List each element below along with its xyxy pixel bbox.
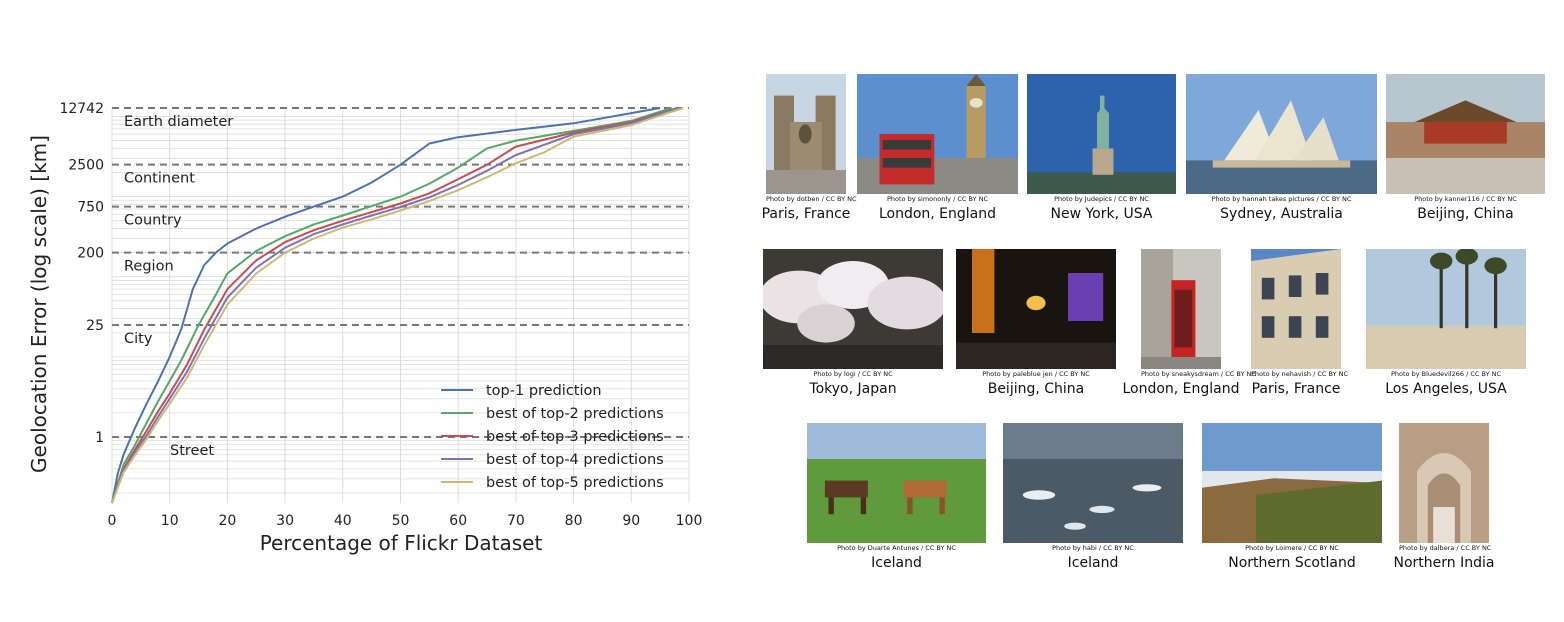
photo-credit: Photo by Judepics / CC BY NC bbox=[1054, 195, 1149, 203]
series-line bbox=[111, 107, 684, 504]
threshold-label: Street bbox=[170, 443, 214, 459]
photo-credit: Photo by dotben / CC BY NC bbox=[766, 195, 857, 203]
opera-house-photo bbox=[1186, 74, 1377, 194]
photo-credit: Photo by sneakysdream / CC BY NC bbox=[1141, 370, 1256, 378]
photo-card: Photo by Bluedevil266 / CC BY NC Los Ange… bbox=[1366, 249, 1526, 399]
night-street-photo bbox=[956, 249, 1116, 369]
geolocation-error-chart: Earth diameter Continent Country Region City… bbox=[27, 101, 703, 555]
glacier-lagoon-photo bbox=[1003, 423, 1183, 543]
legend: top-1 prediction best of top-2 prediction… bbox=[441, 383, 664, 491]
photo-card: Photo by habi / CC BY NC Iceland bbox=[1003, 423, 1183, 573]
x-tick-label: 0 bbox=[108, 513, 117, 529]
photo-gallery: Photo by dotben / CC BY NC Paris, France P… bbox=[750, 0, 1564, 622]
y-tick-labels: 1 25 200 750 2500 12742 bbox=[59, 101, 104, 446]
series-line bbox=[111, 107, 661, 504]
threshold-label: Region bbox=[124, 259, 174, 275]
moorland-photo bbox=[1202, 423, 1382, 543]
photo-credit: Photo by Loimere / CC BY NC bbox=[1245, 544, 1339, 552]
photo-caption: Northern Scotland bbox=[1228, 555, 1356, 571]
photo-caption: Iceland bbox=[871, 555, 922, 571]
photo-caption: Beijing, China bbox=[987, 381, 1085, 397]
photo-credit: Photo by habi / CC BY NC bbox=[1052, 544, 1134, 552]
photo-credit: Photo by nehavish / CC BY NC bbox=[1251, 370, 1349, 378]
legend-label: top-1 prediction bbox=[486, 383, 602, 399]
y-tick-label: 2500 bbox=[68, 158, 104, 174]
forbidden-city-photo bbox=[1386, 74, 1545, 194]
cherry-blossom-photo bbox=[763, 249, 943, 369]
x-tick-label: 10 bbox=[161, 513, 179, 529]
series-line bbox=[111, 107, 678, 504]
photo-credit: Photo by hannah takes pictures / CC BY N… bbox=[1211, 195, 1352, 203]
y-tick-label: 200 bbox=[77, 246, 104, 262]
photo-card: Photo by hannah takes pictures / CC BY N… bbox=[1186, 74, 1377, 224]
y-tick-label: 12742 bbox=[59, 101, 104, 117]
series-lines bbox=[111, 107, 684, 504]
photo-credit: Photo by dalbera / CC BY NC bbox=[1399, 544, 1492, 552]
x-tick-labels: 0 10 20 30 40 50 60 70 80 90 100 bbox=[108, 513, 703, 529]
paris-building-photo bbox=[1251, 249, 1341, 369]
photo-caption: Paris, France bbox=[1251, 381, 1341, 397]
photo-caption: Beijing, China bbox=[1417, 206, 1514, 222]
photo-card: Photo by simononly / CC BY NC London, Eng… bbox=[857, 74, 1018, 224]
legend-label: best of top-4 predictions bbox=[486, 452, 664, 468]
x-tick-label: 70 bbox=[507, 513, 525, 529]
legend-label: best of top-3 predictions bbox=[486, 429, 664, 445]
x-tick-label: 40 bbox=[334, 513, 352, 529]
threshold-label: Continent bbox=[124, 171, 195, 187]
threshold-label: Earth diameter bbox=[124, 114, 233, 130]
photo-credit: Photo by paleblue jen / CC BY NC bbox=[982, 370, 1090, 378]
photo-card: Photo by sneakysdream / CC BY NC London, … bbox=[1122, 249, 1256, 399]
photo-caption: London, England bbox=[1122, 381, 1240, 397]
photo-card: Photo by Judepics / CC BY NC New York, US… bbox=[1027, 74, 1176, 224]
x-tick-label: 20 bbox=[218, 513, 236, 529]
y-tick-label: 25 bbox=[86, 318, 104, 334]
photo-credit: Photo by kanner116 / CC BY NC bbox=[1414, 195, 1517, 203]
series-line bbox=[111, 107, 678, 504]
x-tick-label: 60 bbox=[449, 513, 467, 529]
photo-caption: Iceland bbox=[1067, 555, 1119, 571]
photo-caption: Los Angeles, USA bbox=[1385, 381, 1507, 397]
x-tick-label: 30 bbox=[276, 513, 294, 529]
photo-caption: Northern India bbox=[1393, 555, 1495, 571]
photo-card: Photo by nehavish / CC BY NC Paris, Franc… bbox=[1251, 249, 1349, 399]
cathedral-photo bbox=[766, 74, 846, 194]
x-tick-label: 100 bbox=[676, 513, 703, 529]
statue-of-liberty-photo bbox=[1027, 74, 1176, 194]
y-tick-label: 1 bbox=[95, 430, 104, 446]
photo-card: Photo by Duarte Antunes / CC BY NC Icelan… bbox=[807, 423, 986, 573]
photo-card: Photo by dalbera / CC BY NC Northern Indi… bbox=[1394, 423, 1494, 573]
photo-caption: London, England bbox=[878, 206, 997, 222]
carved-palace-photo bbox=[1399, 423, 1489, 543]
big-ben-bus-photo bbox=[857, 74, 1018, 194]
x-axis-label: Percentage of Flickr Dataset bbox=[260, 531, 543, 555]
x-tick-label: 80 bbox=[565, 513, 583, 529]
threshold-lines: Earth diameter Continent Country Region City… bbox=[112, 107, 689, 459]
photo-card: Photo by dotben / CC BY NC Paris, France bbox=[762, 74, 857, 224]
horses-photo bbox=[807, 423, 986, 543]
x-tick-label: 50 bbox=[392, 513, 410, 529]
palm-beach-photo bbox=[1366, 249, 1526, 369]
photo-card: Photo by logi / CC BY NC Tokyo, Japan bbox=[763, 249, 943, 399]
photo-credit: Photo by Bluedevil266 / CC BY NC bbox=[1390, 370, 1502, 378]
x-tick-label: 90 bbox=[622, 513, 640, 529]
photo-credit: Photo by Duarte Antunes / CC BY NC bbox=[837, 544, 956, 552]
photo-card: Photo by Loimere / CC BY NC Northern Scot… bbox=[1202, 423, 1382, 573]
y-axis-label: Geolocation Error (log scale) [km] bbox=[27, 135, 51, 473]
legend-label: best of top-5 predictions bbox=[486, 475, 664, 491]
photo-caption: Tokyo, Japan bbox=[809, 381, 897, 397]
threshold-label: Country bbox=[124, 213, 182, 229]
photo-caption: Sydney, Australia bbox=[1220, 206, 1343, 222]
photo-caption: New York, USA bbox=[1050, 206, 1153, 222]
phone-booth-photo bbox=[1141, 249, 1221, 369]
photo-card: Photo by kanner116 / CC BY NC Beijing, Ch… bbox=[1386, 74, 1545, 224]
threshold-label: City bbox=[124, 331, 153, 347]
photo-credit: Photo by simononly / CC BY NC bbox=[886, 195, 989, 203]
series-line bbox=[111, 107, 673, 504]
legend-label: best of top-2 predictions bbox=[486, 406, 664, 422]
photo-card: Photo by paleblue jen / CC BY NC Beijing,… bbox=[956, 249, 1116, 399]
photo-credit: Photo by logi / CC BY NC bbox=[813, 370, 893, 378]
y-tick-label: 750 bbox=[77, 200, 104, 216]
photo-caption: Paris, France bbox=[761, 206, 851, 222]
